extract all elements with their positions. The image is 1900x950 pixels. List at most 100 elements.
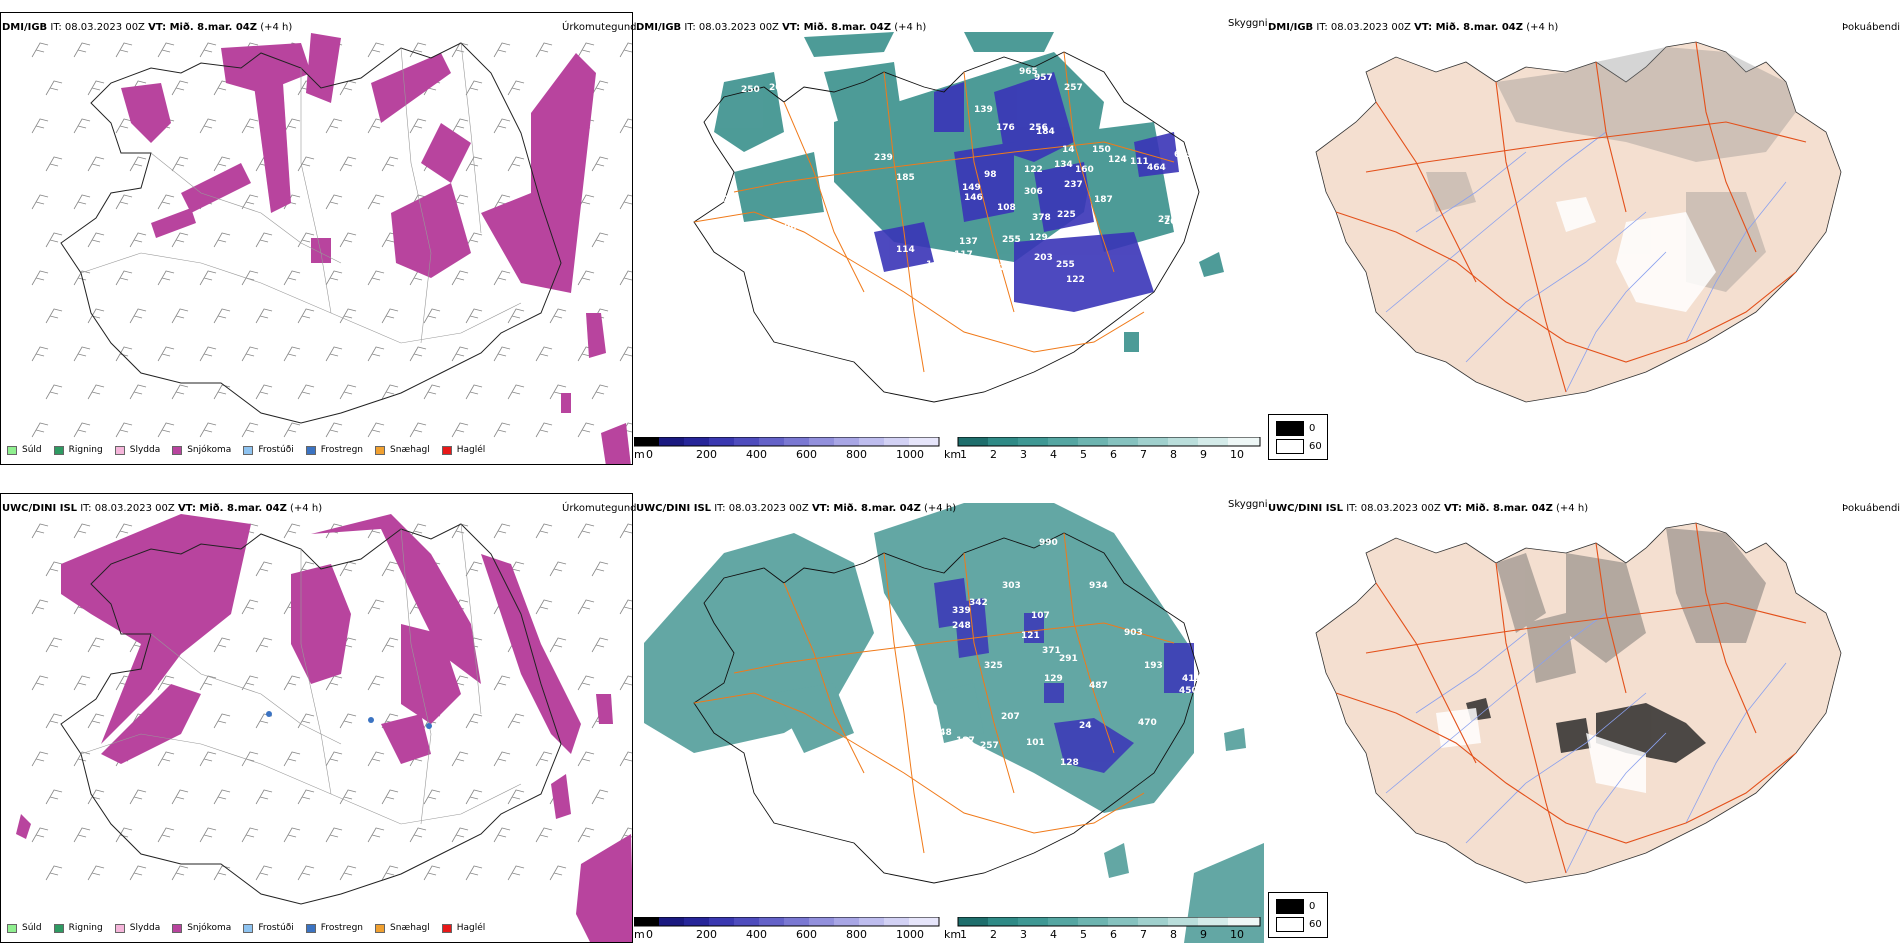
wind-barb [493, 827, 511, 843]
vis-scale-m-bottom: m 0 200 400 600 800 1000 [634, 917, 940, 941]
vis-scale-m-bar [634, 437, 940, 447]
fog-scale-black [1276, 899, 1304, 914]
legend-swatch [243, 445, 254, 455]
offset: (+4 h) [290, 503, 323, 514]
it-value: 08.03.2023 00Z [1360, 503, 1441, 514]
vis-value-label: 225 [1057, 210, 1076, 220]
wind-barb [45, 156, 63, 172]
legend-item: Frostregn [305, 445, 363, 455]
vis-value-label: 122 [1174, 185, 1193, 195]
vis-teal-areas [644, 503, 1264, 943]
vis-value-label: 124 [1108, 155, 1127, 165]
scale-tick: 10 [1230, 448, 1244, 461]
scale-tick: 8 [1170, 448, 1177, 461]
legend-swatch [114, 445, 125, 455]
wind-barb [87, 713, 105, 729]
wind-barb [451, 422, 469, 438]
wind-barb [283, 827, 301, 843]
wind-barb [241, 270, 259, 286]
wind-barb [465, 865, 483, 881]
wind-barb [423, 384, 441, 400]
vis-value-label: 112 [987, 263, 1006, 273]
vis-roads [693, 532, 1175, 854]
wind-barb [465, 232, 483, 248]
vis-coastline [693, 51, 1200, 403]
legend-item: Snjókoma [172, 445, 231, 455]
wind-barb [87, 156, 105, 172]
wind-barb [115, 194, 133, 210]
fog-scale-black [1276, 421, 1304, 436]
legend-item: Frostúði [243, 923, 294, 933]
scale-tick: 5 [1080, 448, 1087, 461]
wind-barb [213, 713, 231, 729]
vis-value-label: 291 [1059, 654, 1078, 664]
scale-tick: 0 [646, 448, 653, 461]
wind-barb [339, 713, 357, 729]
wind-barb [381, 308, 399, 324]
vis-value-label: 187 [1094, 195, 1113, 205]
wind-barb [451, 751, 469, 767]
wind-barb [255, 789, 273, 805]
wind-barb [493, 751, 511, 767]
wind-barb [493, 675, 511, 691]
model-name: UWC/DINI ISL [1268, 503, 1344, 514]
wind-barb [157, 675, 175, 691]
precip-title-top: Úrkomutegund [562, 22, 637, 33]
wind-barb [535, 422, 553, 438]
wind-barb [465, 384, 483, 400]
legend-swatch [172, 923, 183, 933]
wind-barb [381, 384, 399, 400]
wind-barb [409, 42, 427, 58]
wind-barb [283, 118, 301, 134]
wind-barb [619, 118, 632, 134]
wind-barb [241, 194, 259, 210]
vis-value-label: 111 [1130, 157, 1149, 167]
legend-item: Haglél [441, 445, 485, 455]
wind-barb [255, 308, 273, 324]
fog-tick-0: 0 [1309, 901, 1316, 912]
fog-grey-areas [1426, 47, 1796, 292]
it-label: IT: [50, 22, 62, 33]
wind-barb [423, 308, 441, 324]
wind-barb [45, 384, 63, 400]
wind-barb [283, 270, 301, 286]
wind-barb [451, 270, 469, 286]
wind-barb [577, 675, 595, 691]
legend-label: Snjókoma [187, 923, 232, 933]
wind-barb [325, 422, 343, 438]
wind-barb [451, 523, 469, 539]
it-value: 08.03.2023 00Z [728, 503, 809, 514]
wind-barb [493, 118, 511, 134]
legend-item: Frostúði [243, 445, 294, 455]
scale-tick: 400 [746, 928, 767, 941]
wind-barb [619, 42, 632, 58]
offset: (+4 h) [894, 22, 927, 33]
wind-barb [199, 422, 217, 438]
wind-barb [549, 637, 567, 653]
wind-barb [129, 789, 147, 805]
legend-item: Snæhagl [375, 923, 430, 933]
snow-areas [16, 514, 632, 942]
vis-value-label: 965 [1019, 67, 1038, 77]
wind-barb [213, 232, 231, 248]
wind-barb [115, 346, 133, 362]
wind-barb [465, 80, 483, 96]
scale-tick: 1 [960, 928, 967, 941]
it-value: 08.03.2023 00Z [1330, 22, 1411, 33]
wind-barb [577, 523, 595, 539]
vis-value-label: 129 [1029, 233, 1048, 243]
vis-title-top: Skyggni [1228, 18, 1268, 29]
vis-value-label: 98 [984, 170, 997, 180]
vis-value-label: 160 [1075, 165, 1094, 175]
vis-value-label: 24 [1079, 721, 1092, 731]
vis-value-label: 306 [1024, 187, 1043, 197]
vis-value-label: 20 [769, 83, 782, 93]
frost-dots [266, 711, 432, 729]
vis-value-label: 237 [1064, 180, 1083, 190]
wind-barb [339, 232, 357, 248]
wind-barb [591, 80, 609, 96]
scale-unit: m [634, 928, 645, 941]
wind-barb [591, 561, 609, 577]
